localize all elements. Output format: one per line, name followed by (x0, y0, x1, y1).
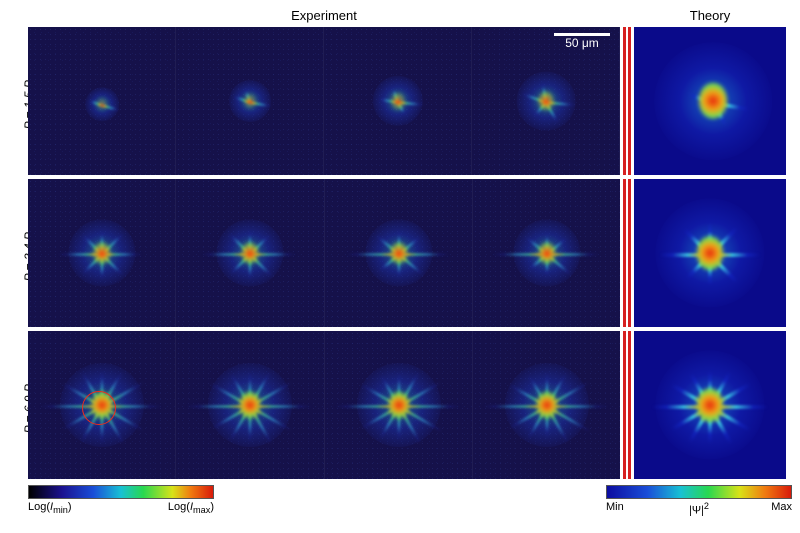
scale-bar: 50 μm (554, 33, 610, 50)
divider (620, 27, 634, 175)
cbar-thr-max: Max (771, 501, 792, 513)
divider (620, 331, 634, 479)
experiment-strip (28, 331, 620, 479)
experiment-strip: 50 μm (28, 27, 620, 175)
cbar-thr-mid: |Ψ|2 (689, 501, 709, 517)
row-3.4: P = 3.4 Pth (28, 179, 792, 327)
colorbar-region: Log(Imin) Log(Imax) Min |Ψ|2 Max (28, 485, 792, 515)
experiment-frame (28, 27, 176, 175)
colorbar-theory: Min |Ψ|2 Max (606, 485, 792, 515)
colorbar-experiment-gradient (28, 485, 214, 499)
row-1.5: P = 1.5 Pth50 μm (28, 27, 792, 175)
figure-panel-grid: Experiment Theory P = 1.5 Pth50 μmP = 3.… (28, 8, 792, 515)
experiment-frame (176, 179, 324, 327)
colorbar-theory-gradient (606, 485, 792, 499)
theory-panel (634, 179, 786, 327)
theory-panel (634, 27, 786, 175)
scale-bar-label: 50 μm (565, 36, 599, 50)
red-circle-annotation (82, 391, 116, 425)
rows-container: P = 1.5 Pth50 μmP = 3.4 PthP = 6.9 Pth (28, 27, 792, 479)
colorbar-spacer (214, 485, 606, 515)
header-experiment: Experiment (28, 8, 620, 23)
experiment-frame (325, 179, 473, 327)
experiment-frame (324, 27, 472, 175)
cbar-exp-max: Log(Imax) (168, 501, 214, 515)
experiment-frame (176, 331, 324, 479)
cbar-thr-min: Min (606, 501, 624, 513)
row-6.9: P = 6.9 Pth (28, 331, 792, 479)
experiment-frame (176, 27, 324, 175)
column-headers: Experiment Theory (28, 8, 792, 23)
theory-panel (634, 331, 786, 479)
cbar-exp-min: Log(Imin) (28, 501, 72, 515)
experiment-strip (28, 179, 620, 327)
colorbar-experiment: Log(Imin) Log(Imax) (28, 485, 214, 515)
experiment-frame (325, 331, 473, 479)
experiment-frame (28, 179, 176, 327)
experiment-frame (473, 331, 620, 479)
divider (620, 179, 634, 327)
header-theory: Theory (634, 8, 786, 23)
experiment-frame (473, 179, 620, 327)
experiment-frame (28, 331, 176, 479)
colorbar-experiment-labels: Log(Imin) Log(Imax) (28, 501, 214, 515)
header-gap (620, 8, 634, 23)
colorbar-theory-labels: Min |Ψ|2 Max (606, 501, 792, 513)
